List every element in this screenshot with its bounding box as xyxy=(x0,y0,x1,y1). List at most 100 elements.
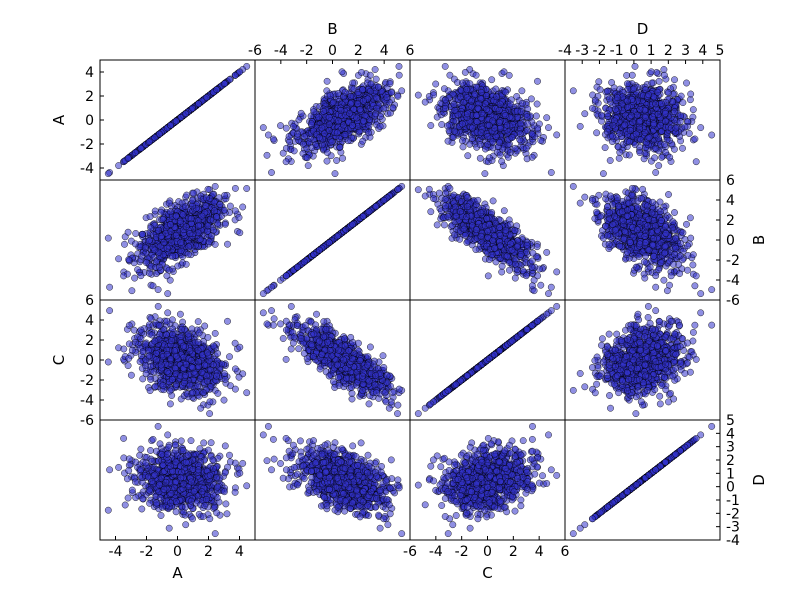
scatter-point xyxy=(687,90,695,98)
scatter-point xyxy=(323,157,331,165)
scatter-point xyxy=(389,104,397,112)
scatter-point xyxy=(621,121,629,129)
scatter-point xyxy=(637,136,645,144)
scatter-point xyxy=(569,87,577,95)
scatter-point xyxy=(259,124,267,132)
scatter-point xyxy=(636,105,644,113)
scatter-point xyxy=(689,106,697,114)
scatter-point xyxy=(432,80,440,88)
scatter-point xyxy=(300,132,308,140)
scatter-point xyxy=(231,184,239,192)
scatter-point xyxy=(576,122,584,130)
scatter-point xyxy=(648,79,656,87)
panel-A-vs-C xyxy=(409,59,566,181)
scatter-point xyxy=(323,77,331,85)
scatter-point xyxy=(224,240,231,248)
scatter-point xyxy=(599,170,607,178)
scatter-point xyxy=(476,154,484,162)
scatter-point xyxy=(172,231,180,239)
scatter-point xyxy=(325,121,333,129)
scatter-point xyxy=(325,113,333,121)
scatter-point xyxy=(609,121,617,129)
scatter-point xyxy=(183,191,191,199)
scatter-point xyxy=(496,151,504,159)
scatter-point xyxy=(347,100,355,108)
scatter-point xyxy=(414,91,422,99)
scatter-point xyxy=(623,103,631,111)
scatter-point xyxy=(610,84,618,92)
scatter-point xyxy=(269,135,277,143)
scatter-point xyxy=(543,114,551,122)
scatter-point xyxy=(591,96,599,104)
scatter-point xyxy=(131,274,139,282)
scatter-point xyxy=(458,137,466,145)
scatter-point xyxy=(359,117,367,125)
scatter-point xyxy=(697,124,705,132)
scatter-point xyxy=(516,120,524,128)
scatter-point xyxy=(315,113,323,121)
scatter-point xyxy=(676,118,684,125)
scatter-point xyxy=(650,120,658,128)
scatter-point xyxy=(523,113,531,121)
scatter-point xyxy=(652,144,660,152)
scatter-point xyxy=(182,223,190,231)
scatter-point xyxy=(282,124,290,132)
scatter-point xyxy=(125,256,133,264)
scatter-point xyxy=(115,162,123,170)
scatter-point xyxy=(613,94,621,102)
scatter-point xyxy=(485,121,493,129)
scatter-point xyxy=(459,79,466,87)
scatter-point xyxy=(472,71,480,79)
scatter-point xyxy=(464,152,472,160)
scatter-point xyxy=(606,95,613,103)
scatter-point xyxy=(308,144,316,152)
scatter-point xyxy=(616,129,624,137)
scatter-point xyxy=(211,240,219,248)
scatter-point xyxy=(459,143,467,151)
scatter-point xyxy=(474,104,482,112)
panel-A-vs-D xyxy=(564,59,721,181)
scatter-point xyxy=(547,169,555,176)
scatter-point xyxy=(623,71,631,79)
scatter-point xyxy=(263,151,271,159)
scatter-point xyxy=(182,110,189,118)
scatter-point xyxy=(528,130,536,138)
scatter-point xyxy=(168,239,176,246)
scatter-point xyxy=(346,109,354,117)
scatter-point xyxy=(186,230,194,237)
scatter-point xyxy=(533,100,541,108)
scatter-point xyxy=(297,109,305,117)
scatter-point xyxy=(290,147,298,155)
scatter-point xyxy=(665,89,672,97)
scatter-point xyxy=(115,255,123,263)
scatter-point xyxy=(458,120,466,128)
scatter-point xyxy=(666,153,674,161)
scatter-point xyxy=(513,113,521,121)
scatter-point xyxy=(463,86,471,94)
scatter-point xyxy=(185,243,193,251)
scatter-point xyxy=(517,108,525,116)
scatter-point xyxy=(164,290,172,298)
scatter-point xyxy=(226,202,234,210)
scatter-point xyxy=(686,96,694,104)
scatter-point xyxy=(336,143,344,151)
scatter-point xyxy=(545,124,552,132)
scatter-point xyxy=(367,80,375,88)
scatter-point xyxy=(128,287,136,295)
scatter-point xyxy=(394,92,402,100)
scatter-point xyxy=(328,138,336,146)
scatter-point xyxy=(516,130,524,138)
scatter-point xyxy=(216,201,224,208)
scatter-point xyxy=(636,149,644,157)
scatter-point xyxy=(205,238,213,246)
scatter-point xyxy=(645,91,653,99)
scatter-point xyxy=(160,238,168,246)
scatter-point xyxy=(615,154,623,162)
scatter-point xyxy=(146,213,154,221)
scatter-point xyxy=(220,206,228,214)
scatter-point xyxy=(658,153,666,161)
scatter-point xyxy=(604,110,611,118)
scatter-point xyxy=(137,144,145,152)
scatter-point xyxy=(524,120,532,128)
scatter-point xyxy=(506,149,514,157)
